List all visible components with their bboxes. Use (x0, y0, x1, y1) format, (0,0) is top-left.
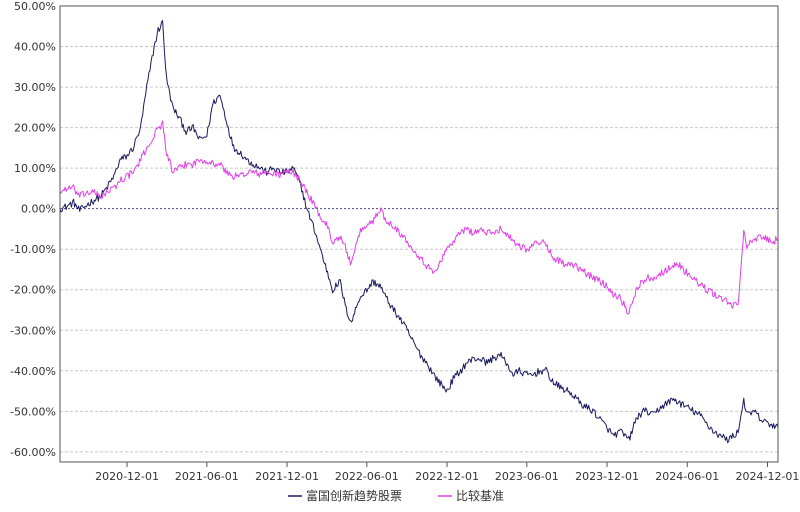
legend: 富国创新趋势股票 比较基准 (288, 488, 504, 503)
y-tick-label: -20.00% (10, 284, 56, 297)
series-lines (59, 20, 779, 444)
x-axis-labels: 2020-12-01 2021-06-01 2021-12-01 2022-06-01… (95, 470, 799, 483)
y-tick-label: 0.00% (21, 203, 56, 216)
y-tick-label: 20.00% (14, 122, 56, 135)
y-axis-labels: 50.00% 40.00% 30.00% 20.00% 10.00% 0.00% -10.0… (10, 0, 56, 459)
x-axis-ticks (126, 462, 768, 467)
x-tick-label: 2024-06-01 (655, 470, 719, 483)
series-line-0 (59, 20, 779, 444)
legend-label: 比较基准 (456, 488, 504, 503)
x-tick-label: 2024-12-01 (736, 470, 800, 483)
x-tick-label: 2022-12-01 (415, 470, 479, 483)
series-line-1 (59, 120, 779, 315)
y-tick-label: 40.00% (14, 41, 56, 54)
x-tick-label: 2023-12-01 (575, 470, 639, 483)
legend-label: 富国创新趋势股票 (306, 488, 402, 503)
y-tick-label: -40.00% (10, 365, 56, 378)
x-tick-label: 2021-06-01 (175, 470, 239, 483)
y-tick-label: -30.00% (10, 324, 56, 337)
x-tick-label: 2021-12-01 (255, 470, 319, 483)
y-tick-label: 10.00% (14, 162, 56, 175)
y-tick-label: -60.00% (10, 446, 56, 459)
y-tick-label: -10.00% (10, 243, 56, 256)
x-tick-label: 2022-06-01 (335, 470, 399, 483)
y-tick-label: -50.00% (10, 405, 56, 418)
x-tick-label: 2023-06-01 (495, 470, 559, 483)
x-tick-label: 2020-12-01 (95, 470, 159, 483)
y-tick-label: 30.00% (14, 81, 56, 94)
plot-frame (59, 5, 779, 463)
y-tick-label: 50.00% (14, 0, 56, 13)
